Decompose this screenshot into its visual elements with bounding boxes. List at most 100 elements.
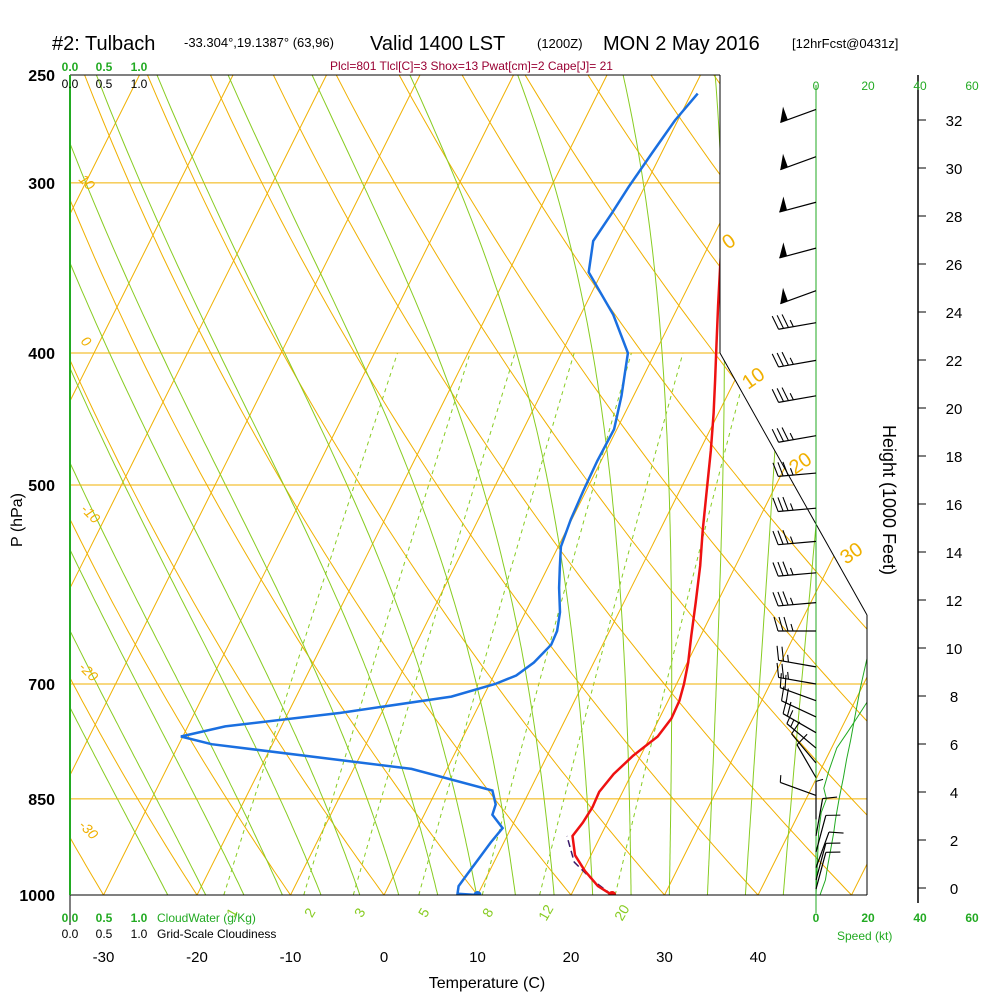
wind-barb-flag	[786, 701, 792, 717]
wind-barb-flag	[771, 353, 780, 368]
wind-barb-half-flag	[789, 319, 794, 327]
wind-barb	[815, 831, 844, 868]
speed-bottom-tick: 40	[913, 911, 927, 925]
wind-barb-pennant	[780, 153, 788, 170]
wind-barb-flag	[782, 496, 789, 511]
cloudiness-title: Grid-Scale Cloudiness	[157, 927, 276, 941]
moist-adiabat-line	[70, 75, 221, 895]
temperature-tick-label: -10	[280, 949, 302, 966]
wind-barb-pennant	[779, 242, 788, 258]
dry-adiabat-line	[70, 75, 217, 895]
wind-barb	[772, 591, 817, 607]
wind-barb-flag	[771, 315, 780, 330]
wind-barb	[780, 153, 817, 171]
height-tick-label: 0	[950, 881, 958, 898]
wind-barb-staff	[815, 852, 827, 890]
dry-adiabat-line	[249, 75, 867, 895]
moist-adiabat-line	[217, 75, 520, 895]
height-tick-label: 20	[946, 401, 963, 418]
wind-barb	[815, 842, 841, 881]
dry-adiabat-line	[618, 75, 867, 895]
temperature-tick-label: 40	[750, 949, 767, 966]
cloudwater-bottom-tick: 1.0	[131, 911, 148, 925]
speed-bottom-tick: 60	[965, 911, 979, 925]
wind-barb-flag	[778, 616, 784, 632]
wind-barb-flag	[784, 674, 787, 690]
wind-barb-half-flag	[789, 392, 794, 401]
mixing-ratio-line	[223, 352, 398, 895]
pressure-tick-label: 850	[28, 792, 55, 809]
isotherm-line	[462, 75, 867, 895]
pressure-tick-label: 250	[28, 68, 55, 85]
dry-adiabat-line	[372, 75, 867, 895]
height-tick-label: 24	[946, 305, 963, 322]
moist-adiabat-line	[743, 75, 793, 895]
dry-adiabat-label: -30	[76, 817, 102, 843]
wind-barb-staff	[778, 602, 817, 607]
cloudwater-title: CloudWater (g/Kg)	[157, 911, 256, 925]
surface-temperature-dot	[608, 891, 617, 895]
height-tick-label: 2	[950, 833, 958, 850]
dry-adiabat-line	[70, 75, 596, 895]
temperature-tick-label: 30	[656, 949, 673, 966]
mixing-ratio-label: 20	[611, 902, 633, 924]
wind-barb	[791, 721, 817, 764]
speed-top-tick: 20	[861, 79, 875, 93]
wind-barb-pennant	[780, 287, 788, 304]
wind-barb-flag	[782, 699, 788, 714]
cloudiness-top-tick: 1.0	[131, 77, 148, 91]
wind-barb-flag	[782, 530, 789, 545]
wind-barb-staff	[815, 815, 827, 853]
wind-barb	[779, 673, 817, 702]
cloudwater-bottom-tick: 0.0	[62, 911, 79, 925]
wind-barb	[780, 106, 817, 124]
wind-barb-half-flag	[815, 778, 824, 782]
wind-barb	[776, 662, 817, 685]
wind-barb	[772, 561, 817, 577]
wind-barb-flag	[796, 733, 808, 746]
cloudwater-top-tick: 1.0	[131, 60, 148, 74]
wind-barb-flag	[781, 351, 789, 366]
cloudiness-bottom-tick: 1.0	[131, 927, 148, 941]
wind-barb-flag	[771, 389, 780, 403]
height-tick-label: 8	[950, 689, 958, 706]
dry-adiabat-label: 0	[78, 333, 95, 350]
wind-barb-staff	[778, 435, 817, 443]
wind-barb-staff	[782, 713, 817, 734]
wind-barb-staff	[778, 395, 817, 403]
height-tick-label: 12	[946, 593, 963, 610]
dry-adiabat-line	[311, 75, 867, 895]
height-tick-label: 4	[950, 785, 958, 802]
dry-adiabat-line	[926, 26, 1000, 924]
wind-barb-staff	[780, 687, 817, 702]
isotherm-line	[70, 75, 113, 895]
isotherm-line	[88, 75, 580, 895]
isotherm-line	[182, 75, 674, 895]
wind-barb-flag	[776, 352, 784, 367]
wind-barb-staff	[778, 472, 817, 477]
wind-barb	[772, 461, 817, 477]
profile-layer	[180, 92, 867, 895]
height-tick-label: 28	[946, 209, 963, 226]
wind-barb-half-flag	[789, 468, 794, 476]
dry-adiabat-line	[126, 75, 691, 895]
cloudwater-top-tick: 0.5	[96, 60, 113, 74]
wind-barb-staff	[796, 744, 817, 778]
pressure-axis-title: P (hPa)	[9, 493, 26, 547]
wind-barb-flag	[776, 315, 784, 329]
wind-barb-staff	[815, 843, 827, 881]
wind-barb	[796, 733, 817, 778]
moist-adiabat-line	[70, 75, 258, 895]
mixing-ratio-line	[352, 352, 516, 895]
mixing-ratio-line	[481, 352, 632, 895]
moist-adiabat-line	[300, 75, 558, 895]
mixing-ratio-line	[614, 352, 752, 895]
wind-barb-flag	[786, 710, 794, 724]
wind-barb-flag	[772, 497, 779, 512]
mixing-ratio-line	[303, 352, 471, 895]
wind-barb-flag	[776, 388, 784, 402]
surface-dewpoint-dot	[473, 891, 482, 895]
isotherm-line	[649, 75, 867, 895]
wind-barb-flag	[783, 616, 789, 632]
isotherm-line	[0, 0, 19, 924]
